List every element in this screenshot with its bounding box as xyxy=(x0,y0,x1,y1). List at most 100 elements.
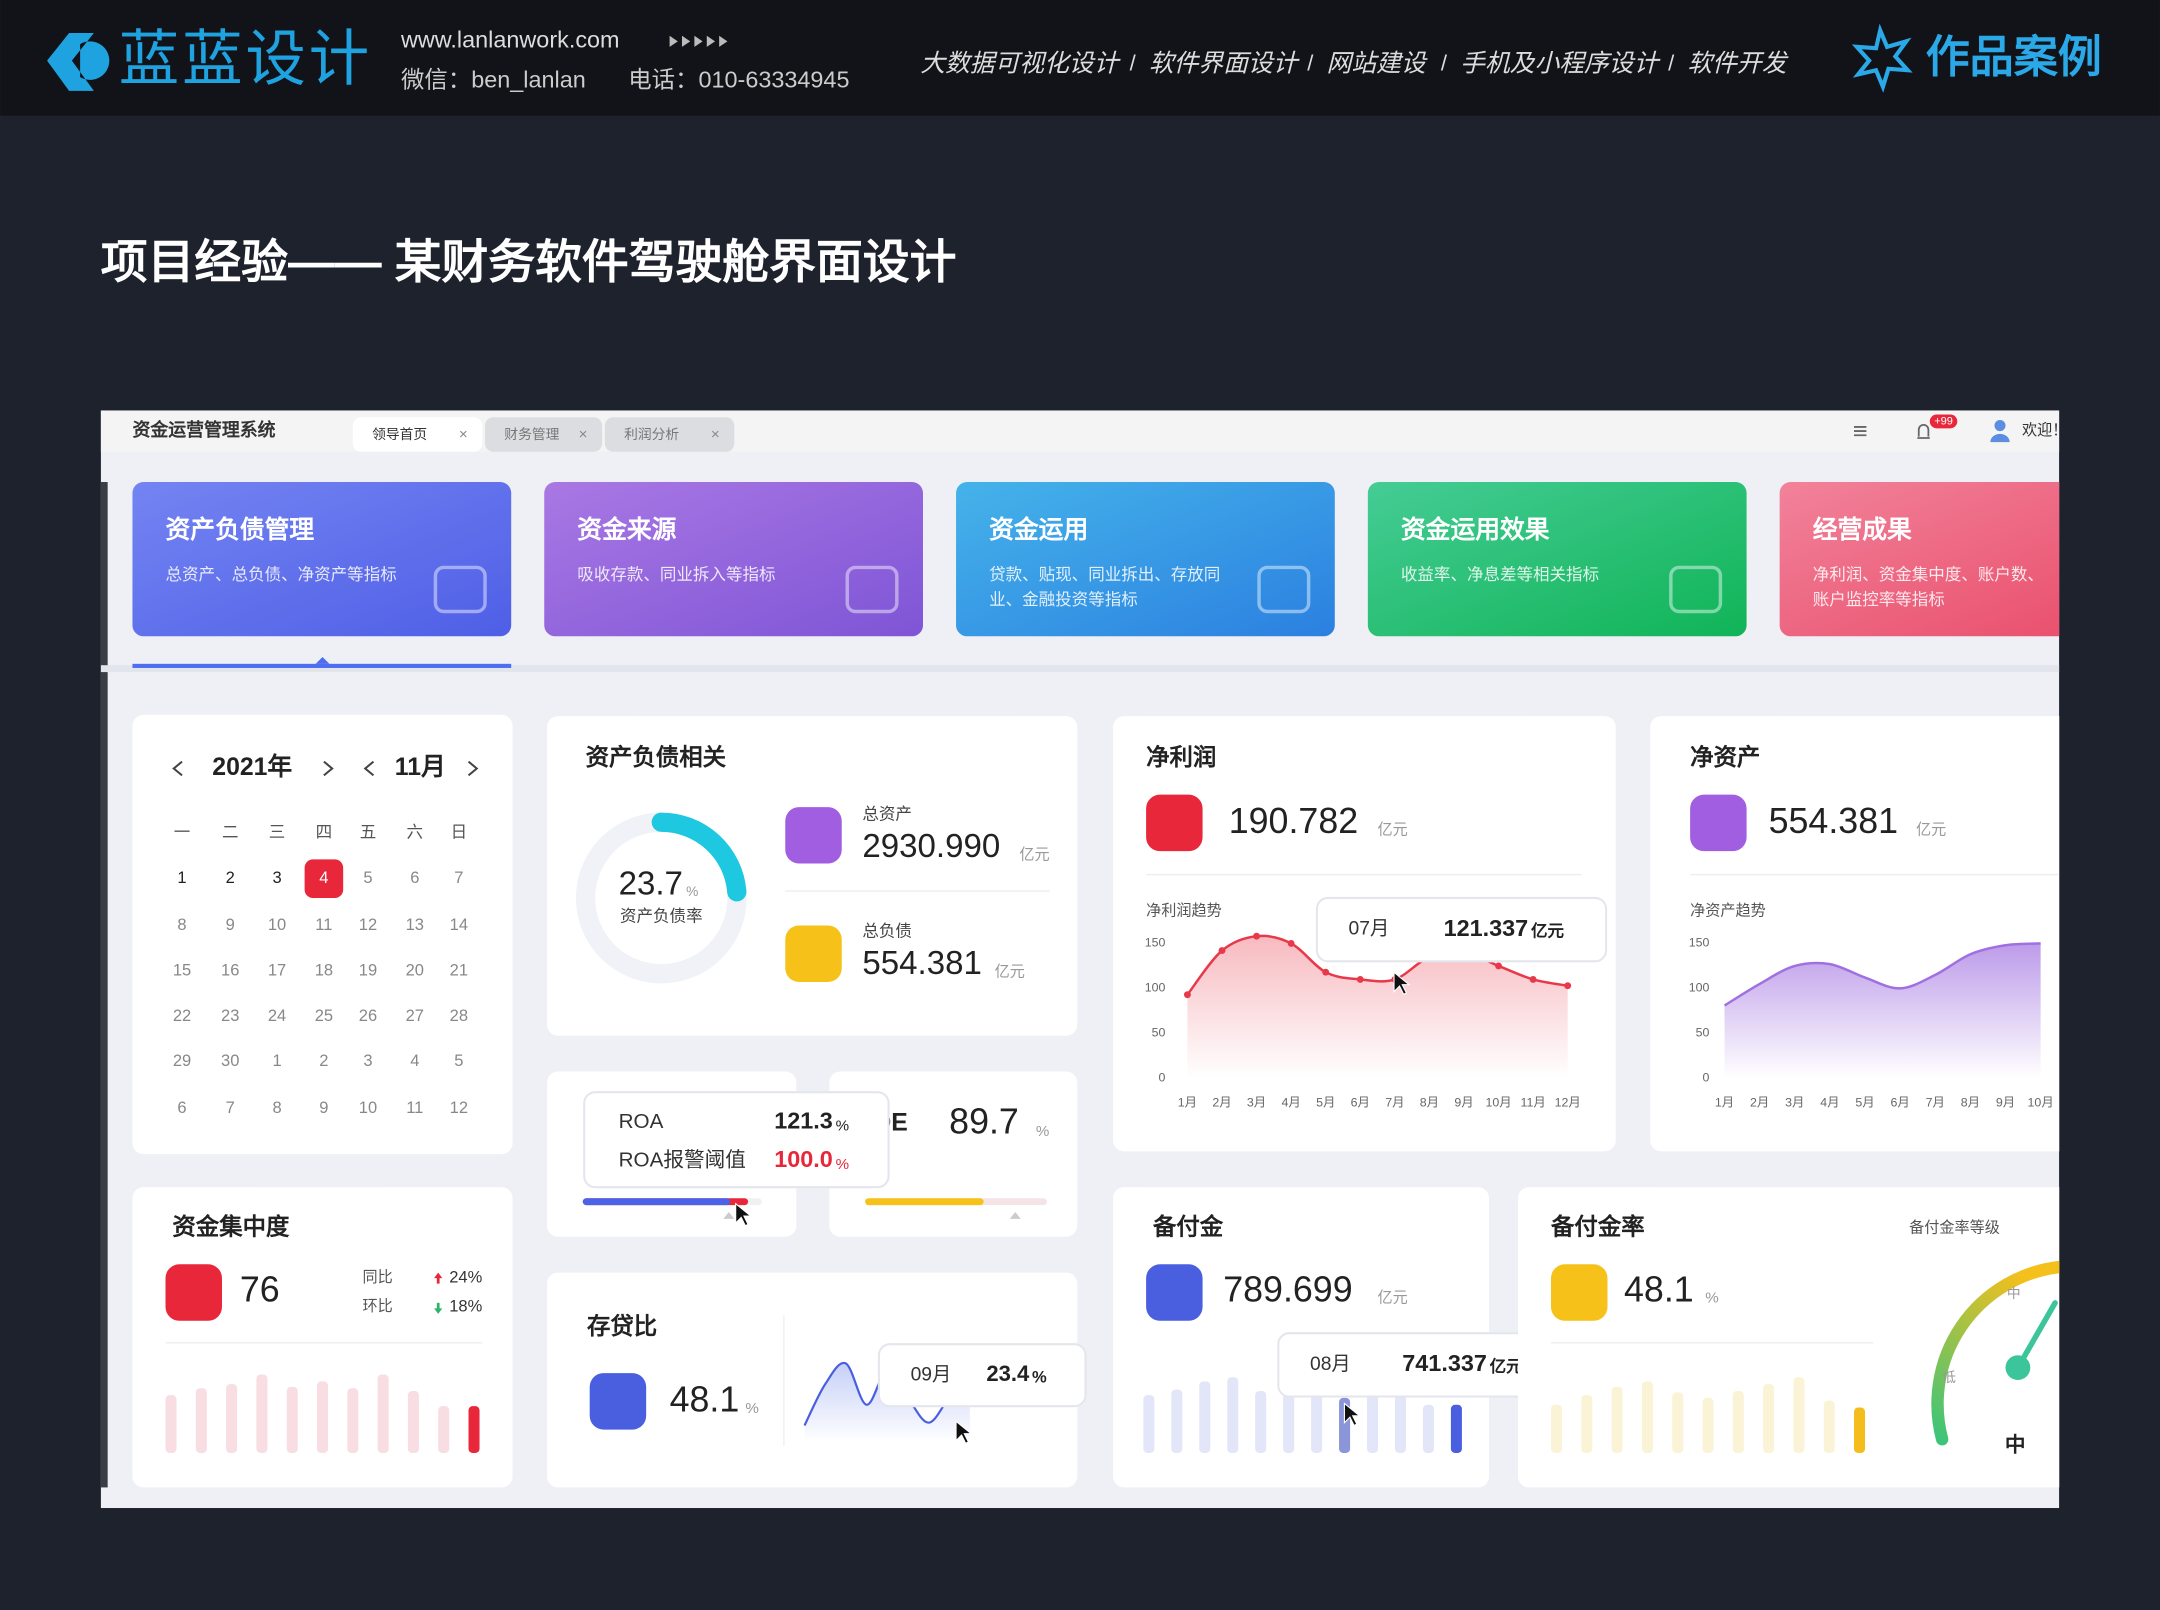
calendar-day[interactable]: 5 xyxy=(454,1051,463,1070)
calendar-day[interactable]: 20 xyxy=(406,960,424,979)
tab[interactable] xyxy=(604,417,735,452)
nav-separator: / xyxy=(1441,51,1448,76)
nav-link[interactable]: 软件开发 xyxy=(1687,50,1788,77)
calendar-day[interactable]: 16 xyxy=(221,960,239,979)
module-icon xyxy=(845,565,899,614)
icon xyxy=(1551,1264,1608,1321)
calendar-day[interactable]: 6 xyxy=(410,868,419,887)
calendar-day[interactable]: 1 xyxy=(272,1051,281,1070)
bar xyxy=(1255,1391,1267,1453)
cases-title: 作品案例 xyxy=(1926,33,2102,82)
calendar-day[interactable]: 7 xyxy=(226,1098,235,1117)
cursor xyxy=(1393,971,1411,996)
module-card[interactable] xyxy=(1779,482,2159,637)
tooltip-month: 07月 xyxy=(1349,919,1390,940)
icon xyxy=(1146,1264,1203,1321)
calendar-nav[interactable] xyxy=(172,760,183,777)
calendar-day[interactable]: 25 xyxy=(315,1006,333,1025)
calendar-nav[interactable] xyxy=(467,760,479,777)
calendar-day[interactable]: 11 xyxy=(315,915,332,934)
calendar-day[interactable]: 23 xyxy=(221,1006,239,1025)
tab[interactable] xyxy=(485,417,603,452)
card xyxy=(829,1071,1078,1237)
calendar-day[interactable]: 11 xyxy=(406,1098,423,1117)
nav-link[interactable]: 手机及小程序设计 xyxy=(1460,50,1660,77)
progress xyxy=(582,1198,731,1206)
calendar-day[interactable]: 19 xyxy=(359,960,377,979)
calendar-day[interactable]: 2 xyxy=(226,868,235,887)
calendar-day[interactable]: 2 xyxy=(319,1051,328,1070)
calendar-day[interactable]: 3 xyxy=(363,1051,372,1070)
down-arrow xyxy=(434,1302,443,1314)
unit: % xyxy=(1036,1123,1049,1140)
calendar-nav[interactable] xyxy=(363,760,375,777)
tab[interactable] xyxy=(352,417,483,452)
bar xyxy=(1283,1384,1295,1453)
calendar-day[interactable]: 9 xyxy=(226,915,235,934)
icon xyxy=(785,807,842,864)
nav-link[interactable]: 大数据可视化设计 xyxy=(920,50,1120,77)
calendar-day[interactable]: 17 xyxy=(268,960,286,979)
calendar-day[interactable]: 12 xyxy=(450,1098,468,1117)
calendar-day[interactable]: 22 xyxy=(173,1006,191,1025)
module-desc: 业、金融投资等指标 xyxy=(989,590,1138,609)
tooltip-value: 121.337 xyxy=(1444,915,1529,941)
calendar-day[interactable]: 28 xyxy=(450,1006,468,1025)
badge-bg xyxy=(1929,414,1958,429)
calendar-day[interactable]: 13 xyxy=(406,915,424,934)
gauge-label: 低 xyxy=(1942,1370,1956,1385)
indicator-arrow xyxy=(315,656,330,664)
calendar-day[interactable]: 3 xyxy=(272,868,281,887)
calendar-day[interactable]: 18 xyxy=(315,960,333,979)
module-desc: 吸收存款、同业拆入等指标 xyxy=(577,565,775,584)
bar xyxy=(407,1391,419,1453)
x-tick-label: 3月 xyxy=(1247,1095,1266,1109)
roa-threshold: 100.0 xyxy=(774,1146,833,1172)
calendar-day[interactable]: 27 xyxy=(406,1006,424,1025)
weekday: 四 xyxy=(316,823,333,842)
area xyxy=(1187,935,1568,1079)
calendar-day[interactable]: 10 xyxy=(268,915,286,934)
module-card[interactable] xyxy=(132,482,512,637)
bar xyxy=(1854,1407,1866,1453)
calendar-day[interactable]: 14 xyxy=(450,915,468,934)
calendar-day[interactable]: 8 xyxy=(177,915,186,934)
bar xyxy=(1311,1380,1323,1453)
calendar-day[interactable]: 26 xyxy=(359,1006,377,1025)
point xyxy=(1183,991,1191,999)
metric-value: 48.1 xyxy=(1624,1269,1694,1309)
calendar-day[interactable]: 1 xyxy=(177,868,186,887)
calendar-day[interactable]: 15 xyxy=(173,960,191,979)
metric-value: 89.7 xyxy=(949,1101,1019,1141)
gauge-title: 备付金率等级 xyxy=(1909,1219,2000,1237)
module-icon xyxy=(433,565,487,614)
calendar-day[interactable]: 30 xyxy=(221,1051,239,1070)
calendar-day[interactable]: 4 xyxy=(319,868,328,887)
calendar-day[interactable]: 12 xyxy=(359,915,377,934)
calendar-day[interactable]: 24 xyxy=(268,1006,286,1025)
module-card[interactable] xyxy=(1367,482,1747,637)
calendar-day[interactable]: 21 xyxy=(450,960,468,979)
calendar-day[interactable]: 9 xyxy=(319,1098,328,1117)
calendar-nav[interactable] xyxy=(323,760,334,777)
bar xyxy=(165,1395,177,1453)
wechat: 微信：ben_lanlan xyxy=(401,66,586,92)
calendar-day[interactable]: 7 xyxy=(454,868,463,887)
nav-link[interactable]: 网站建设 xyxy=(1327,50,1428,77)
calendar-day[interactable]: 10 xyxy=(359,1098,377,1117)
calendar-day[interactable]: 6 xyxy=(177,1098,186,1117)
calendar-day[interactable]: 29 xyxy=(173,1051,191,1070)
bar xyxy=(1199,1381,1211,1453)
card xyxy=(132,714,513,1155)
card-title: 净资产 xyxy=(1690,743,1760,770)
calendar-day[interactable]: 8 xyxy=(272,1098,281,1117)
nav-link[interactable]: 软件界面设计 xyxy=(1149,50,1300,77)
calendar-day[interactable]: 5 xyxy=(363,868,372,887)
module-card[interactable] xyxy=(956,482,1335,637)
calendar-day[interactable]: 4 xyxy=(410,1051,419,1070)
module-icon xyxy=(1669,565,1723,614)
module-desc: 净利润、资金集中度、账户数、 xyxy=(1813,565,2044,584)
module-desc: 收益率、净息差等相关指标 xyxy=(1401,565,1599,584)
module-card[interactable] xyxy=(544,482,923,637)
